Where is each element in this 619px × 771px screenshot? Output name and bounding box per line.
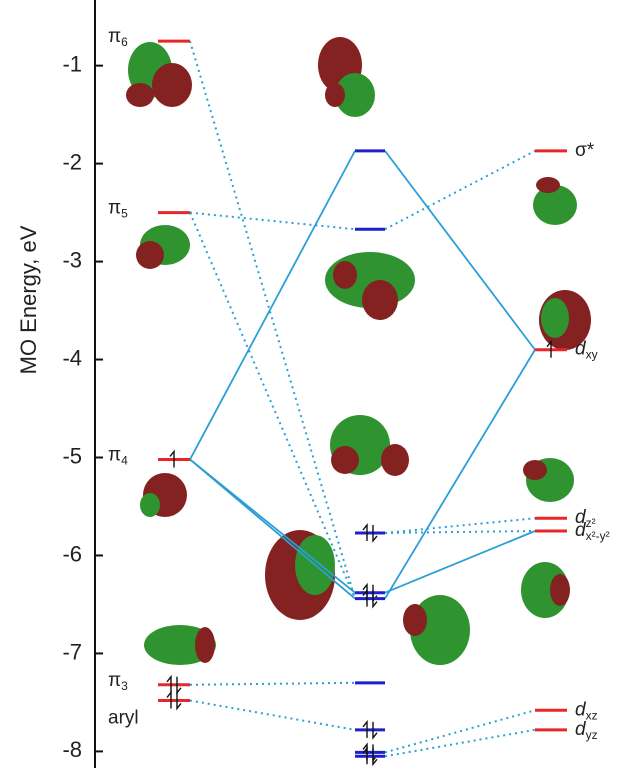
label-symbol: π <box>108 670 121 691</box>
label-subscript: x²-y² <box>586 529 610 543</box>
label-subscript: 3 <box>121 679 128 693</box>
dotted-connector <box>385 531 535 533</box>
level-label: π3 <box>108 670 128 693</box>
label-symbol: aryl <box>108 707 139 728</box>
dotted-connector <box>190 700 355 729</box>
dotted-connector <box>190 41 355 598</box>
dotted-connector <box>190 213 355 230</box>
label-subscript: 5 <box>121 207 128 221</box>
label-subscript: 6 <box>121 35 128 49</box>
label-subscript: 4 <box>121 454 128 468</box>
chart: MO Energy, eV -1-2-3-4-5-6-7-8π6π5π4π3ar… <box>0 0 619 771</box>
label-subscript: yz <box>586 728 598 742</box>
y-tick-label: -8 <box>62 737 82 762</box>
y-tick-label: -3 <box>62 247 82 272</box>
label-subscript: xy <box>586 348 598 362</box>
label-symbol: π <box>108 26 121 47</box>
y-axis-label: MO Energy, eV <box>16 225 41 374</box>
dotted-connector <box>385 710 535 752</box>
y-tick-label: -6 <box>62 541 82 566</box>
y-tick-label: -4 <box>62 345 82 370</box>
label-subscript: xz <box>586 708 598 722</box>
orbital-pictures <box>126 37 591 665</box>
y-tick-label: -5 <box>62 443 82 468</box>
connector <box>190 151 355 460</box>
level-label: σ* <box>575 140 595 161</box>
level-label: π5 <box>108 198 128 221</box>
label-symbol: π <box>108 444 121 465</box>
level-label: dxy <box>575 339 598 362</box>
level-label: aryl <box>108 707 139 728</box>
label-symbol: σ* <box>575 140 595 161</box>
y-tick-label: -7 <box>62 639 82 664</box>
dotted-connector <box>385 151 535 229</box>
connector <box>385 151 535 350</box>
level-label: π6 <box>108 26 128 49</box>
y-tick-label: -1 <box>62 51 82 76</box>
dotted-connector <box>385 730 535 756</box>
level-label: π4 <box>108 444 128 467</box>
label-symbol: π <box>108 198 121 219</box>
page: MO Energy, eV -1-2-3-4-5-6-7-8π6π5π4π3ar… <box>0 0 619 771</box>
dotted-connector <box>190 683 355 685</box>
y-tick-label: -2 <box>62 149 82 174</box>
